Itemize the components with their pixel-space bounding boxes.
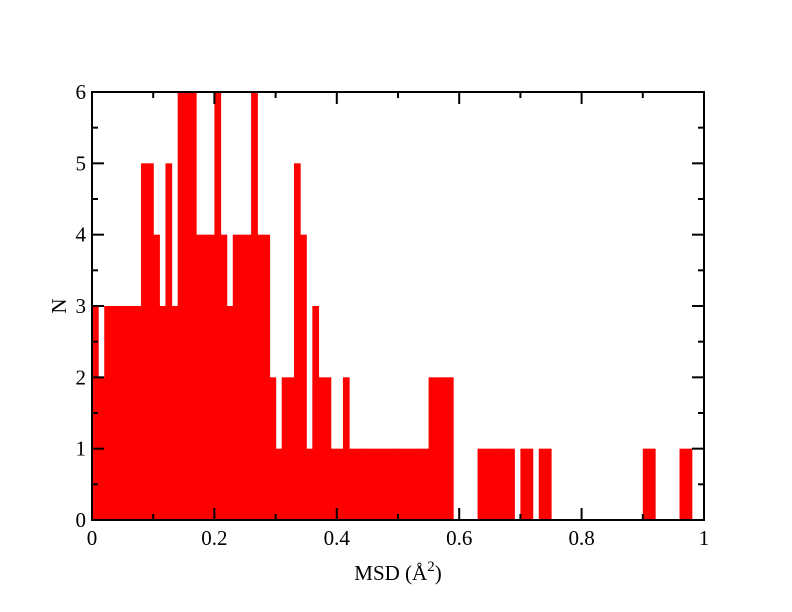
histogram-bar: [477, 448, 485, 520]
histogram-bar: [147, 163, 154, 521]
histogram-bar: [196, 234, 203, 520]
histogram-bar: [140, 163, 148, 521]
y-tick-label: 6: [76, 80, 87, 104]
histogram-bar: [318, 377, 326, 520]
x-tick-label: 0.6: [446, 526, 472, 550]
histogram-bar: [483, 448, 491, 520]
histogram-bar: [281, 377, 289, 520]
histogram-bar: [189, 92, 197, 520]
histogram-bar: [214, 92, 222, 520]
histogram-bar: [116, 306, 124, 520]
histogram-bar: [226, 306, 234, 520]
histogram-bar: [538, 448, 546, 520]
histogram-bar: [544, 448, 552, 520]
histogram-bar: [263, 234, 271, 520]
histogram-bar: [257, 234, 264, 520]
histogram-bar: [171, 306, 179, 520]
histogram-bar: [330, 448, 338, 520]
histogram-bar: [220, 234, 228, 520]
x-tick-label: 0.4: [324, 526, 351, 550]
y-tick-label: 1: [76, 437, 87, 461]
histogram-bar: [685, 448, 693, 520]
histogram-bar: [508, 448, 515, 520]
histogram-bar: [489, 448, 497, 520]
x-tick-label: 0: [87, 526, 98, 550]
histogram-bar: [269, 377, 277, 520]
y-tick-label: 4: [76, 223, 87, 247]
histogram-bar: [245, 234, 252, 520]
x-axis-label: MSD (Å2): [354, 559, 441, 585]
x-tick-labels: 0 0.2 0.4 0.6 0.8 1: [87, 526, 710, 550]
histogram-bar: [300, 234, 307, 520]
histogram-bar: [410, 448, 417, 520]
x-tick-label: 0.8: [568, 526, 594, 550]
histogram-bar: [355, 448, 362, 520]
histogram-bar: [379, 448, 387, 520]
histogram-bar: [110, 306, 118, 520]
histogram-bar: [526, 448, 534, 520]
histogram-bar: [287, 377, 295, 520]
histogram-bar: [183, 92, 191, 520]
histogram-bar: [361, 448, 368, 520]
histogram-bar: [312, 306, 320, 520]
histogram-bar: [122, 306, 130, 520]
histogram-bar: [502, 448, 509, 520]
histogram-bars: [92, 92, 693, 521]
histogram-bar: [128, 306, 136, 520]
y-tick-label: 0: [76, 508, 87, 532]
y-tick-labels: 0 1 2 3 4 5 6: [76, 80, 87, 532]
histogram-bar: [208, 234, 215, 520]
y-tick-label: 3: [76, 294, 87, 318]
histogram-bar: [251, 92, 258, 520]
histogram-bar: [428, 377, 436, 520]
histogram-bar: [440, 377, 448, 520]
histogram-bar: [134, 306, 142, 520]
y-tick-label: 2: [76, 365, 87, 389]
histogram-bar: [422, 448, 430, 520]
histogram-bar: [336, 448, 344, 520]
x-tick-label: 1: [699, 526, 710, 550]
histogram-bar: [642, 448, 650, 520]
histogram-bar: [349, 448, 356, 520]
histogram-bar: [434, 377, 442, 520]
histogram-bar: [324, 377, 332, 520]
histogram-bar: [385, 448, 393, 520]
histogram-bar: [342, 377, 350, 520]
histogram-bar: [398, 448, 405, 520]
x-tick-label: 0.2: [201, 526, 227, 550]
histogram-bar: [275, 448, 283, 520]
histogram-bar: [306, 448, 313, 520]
histogram-bar: [159, 306, 167, 520]
y-axis-label: N: [47, 298, 71, 313]
histogram-bar: [232, 234, 240, 520]
histogram-bar: [446, 377, 454, 520]
histogram-bar: [495, 448, 503, 520]
histogram-bar: [648, 448, 656, 520]
histogram-bar: [293, 163, 301, 521]
histogram-bar: [367, 448, 375, 520]
y-tick-label: 5: [76, 151, 87, 175]
histogram-bar: [416, 448, 424, 520]
histogram-bar: [679, 448, 687, 520]
histogram-bar: [104, 306, 111, 520]
histogram-bar: [202, 234, 209, 520]
histogram-bar: [391, 448, 399, 520]
histogram-bar: [177, 92, 185, 520]
axis-ticks: [91, 91, 705, 521]
histogram-bar: [153, 234, 160, 520]
histogram-bar: [165, 163, 173, 521]
histogram-bar: [373, 448, 381, 520]
histogram-bar: [238, 234, 246, 520]
histogram-bar: [404, 448, 411, 520]
histogram-bar: [520, 448, 528, 520]
